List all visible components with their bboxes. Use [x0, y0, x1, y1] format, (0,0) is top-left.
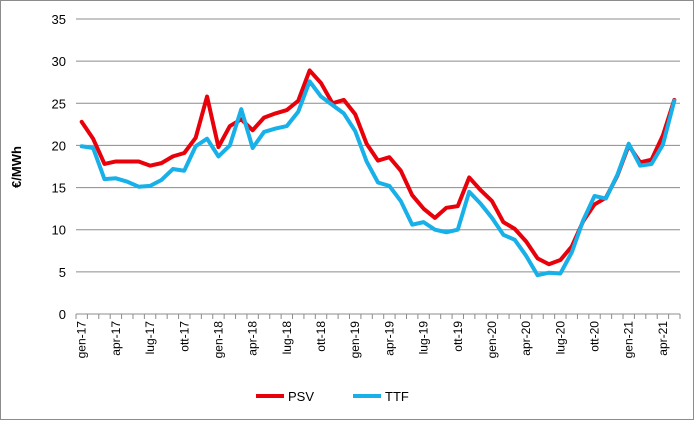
x-tick-label: apr-19	[382, 321, 396, 356]
y-tick-label: 35	[52, 12, 66, 27]
y-tick-label: 10	[52, 223, 66, 238]
x-tick-label: gen-17	[75, 321, 89, 359]
y-axis-label: €/MWh	[9, 146, 24, 188]
x-tick-label: apr-18	[246, 321, 260, 356]
x-tick-label: lug-17	[143, 321, 157, 355]
x-tick-label: lug-20	[553, 321, 567, 355]
x-tick-label: apr-20	[519, 321, 533, 356]
x-tick-label: gen-21	[622, 321, 636, 359]
series-line-psv	[79, 68, 677, 267]
x-tick-label: lug-18	[280, 321, 294, 355]
y-tick-labels: 0 5 10 15 20 25 30 35	[52, 12, 66, 322]
x-tick-label: apr-21	[656, 321, 670, 356]
x-tick-label: lug-19	[417, 321, 431, 355]
series-line-ttf	[79, 79, 677, 278]
x-tick-label: gen-19	[348, 321, 362, 359]
x-tick-label: ott-18	[314, 321, 328, 352]
y-tick-label: 5	[59, 265, 66, 280]
series-lines	[79, 68, 677, 278]
y-tick-label: 20	[52, 138, 66, 153]
y-tick-label: 0	[59, 307, 66, 322]
x-tick-label: ott-17	[177, 321, 191, 352]
y-tick-label: 30	[52, 54, 66, 69]
y-tick-label: 25	[52, 96, 66, 111]
x-tick-label: ott-20	[588, 321, 602, 352]
x-tick-label: gen-20	[485, 321, 499, 359]
grid-lines	[76, 18, 680, 273]
x-tick-label: gen-18	[211, 321, 225, 359]
y-tick-label: 15	[52, 181, 66, 196]
x-tick-label: apr-17	[109, 321, 123, 356]
x-tick-label: ott-19	[451, 321, 465, 352]
x-tick-labels: gen-17 apr-17 lug-17 ott-17 gen-18 apr-18 lug-…	[75, 321, 670, 359]
legend-label-ttf: TTF	[385, 389, 409, 404]
x-axis	[75, 313, 681, 319]
legend-label-psv: PSV	[288, 389, 314, 404]
legend: PSV TTF	[256, 389, 409, 404]
